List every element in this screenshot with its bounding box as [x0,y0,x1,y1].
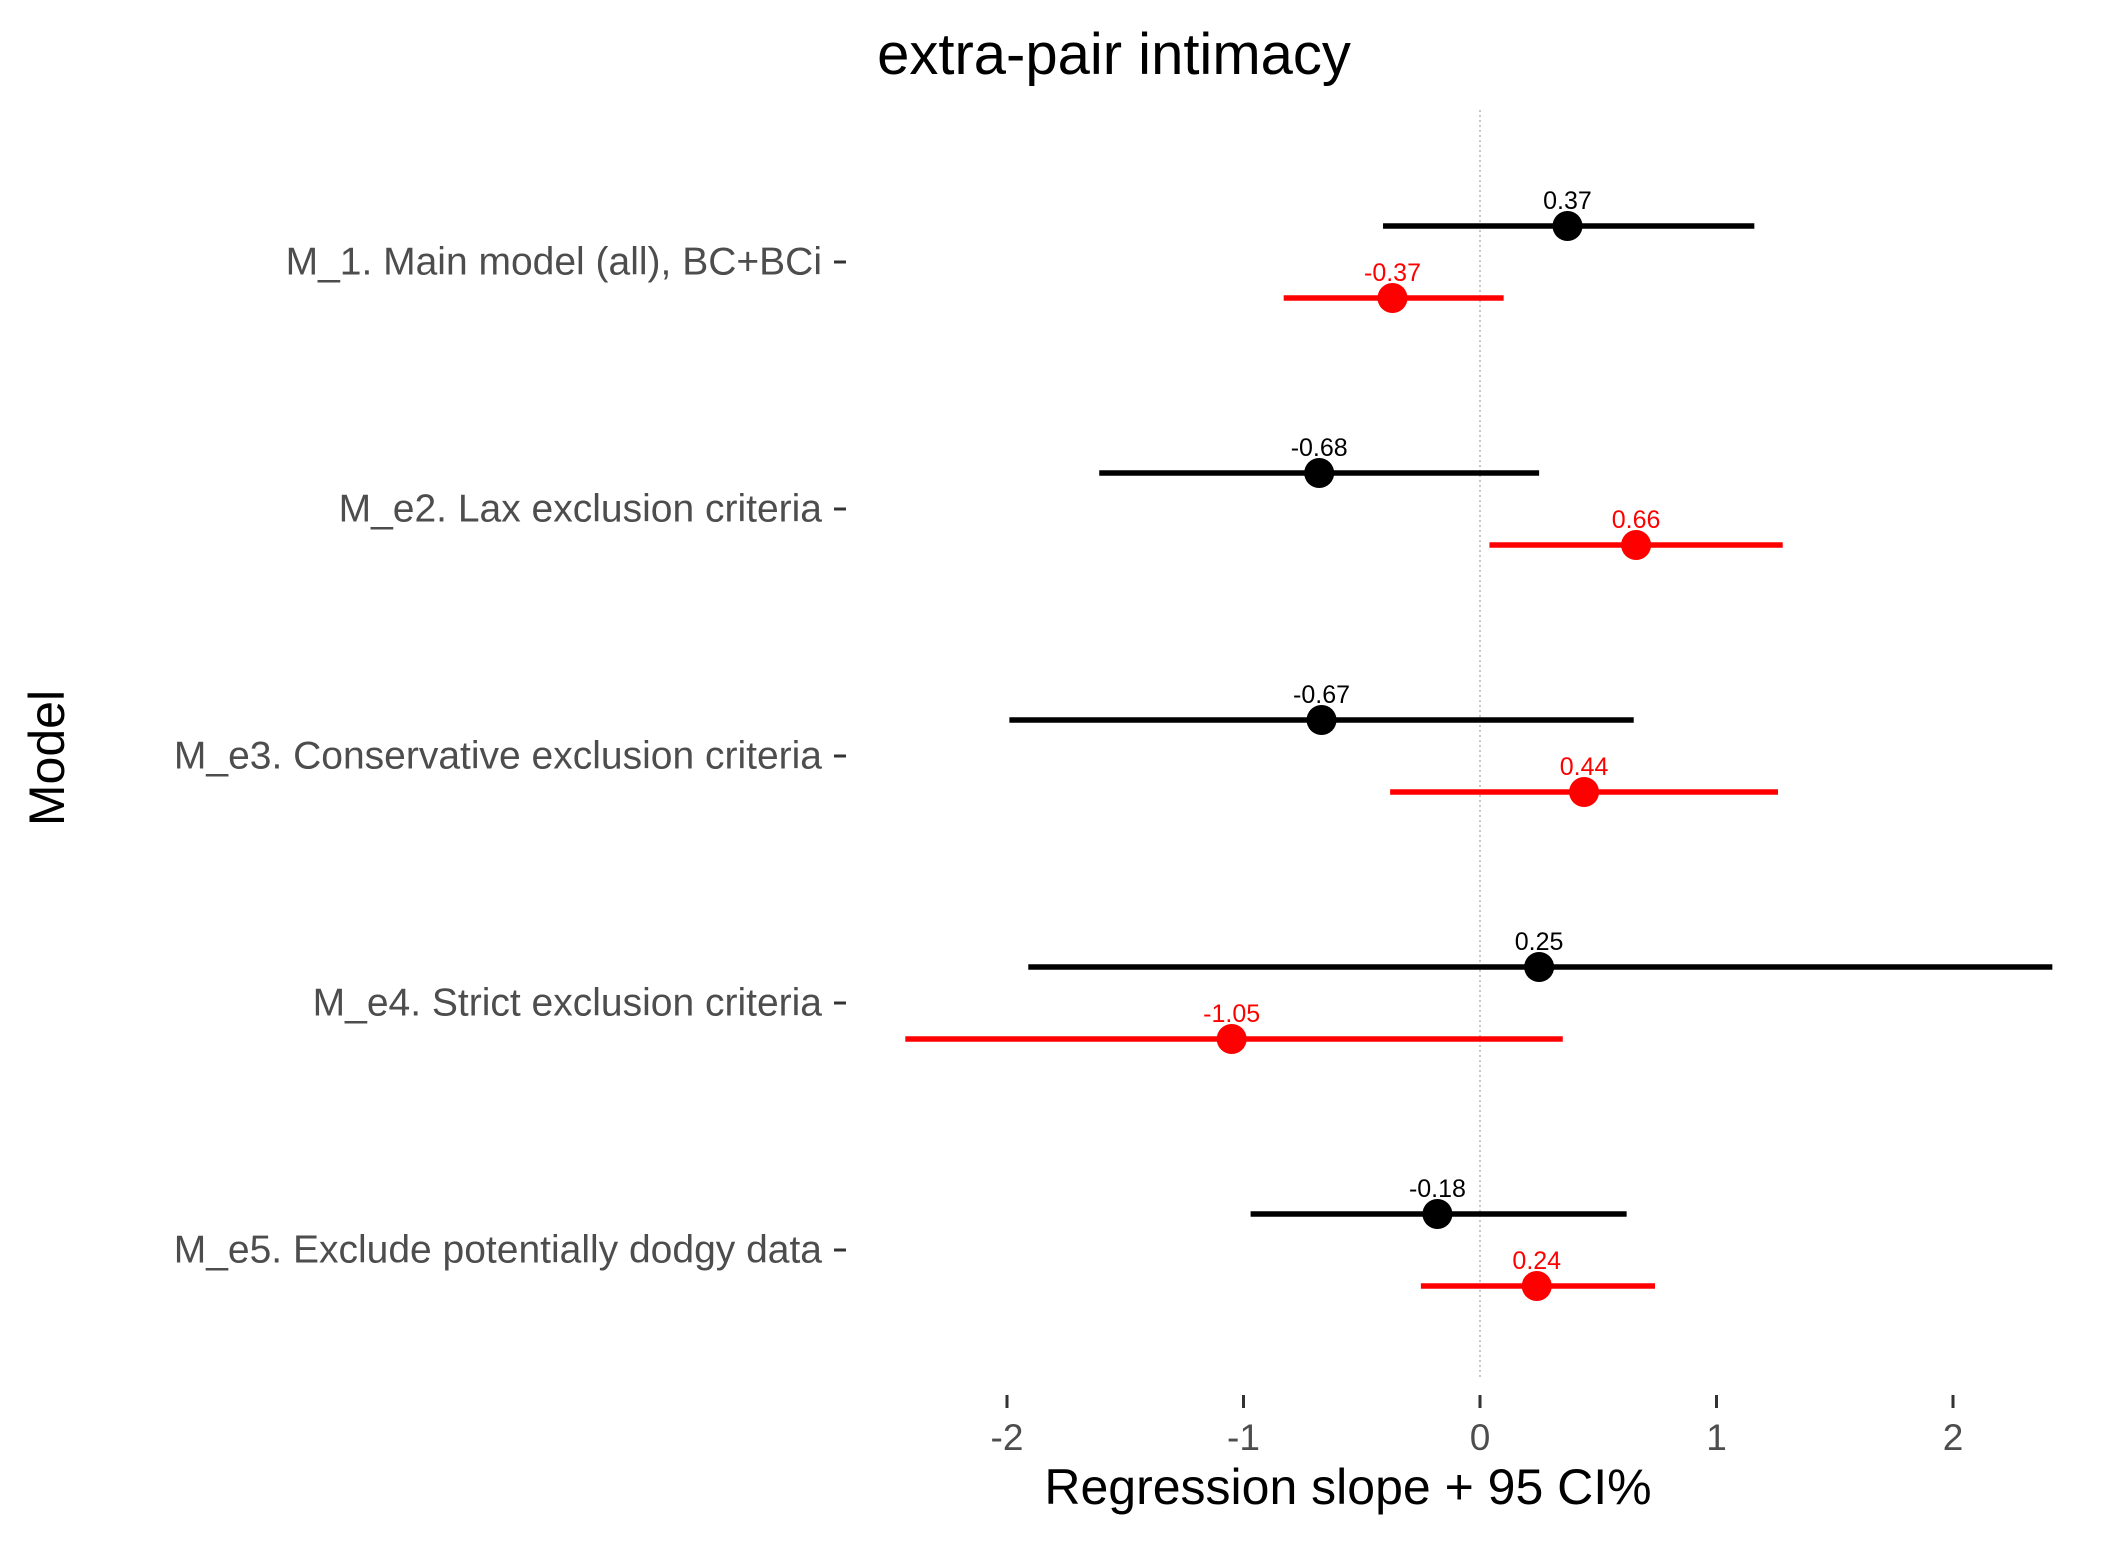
point-label: -0.68 [1291,434,1348,462]
y-tick-label: M_e5. Exclude potentially dodgy data [174,1229,823,1272]
point-label: -1.05 [1203,1000,1260,1028]
y-tick-label: M_e4. Strict exclusion criteria [313,982,823,1025]
y-tick-label: M_1. Main model (all), BC+BCi [286,241,822,284]
estimate-point [1306,705,1337,735]
estimate-point [1304,458,1335,488]
x-tick-label: -1 [1227,1417,1260,1458]
point-label: -0.18 [1409,1175,1466,1203]
x-axis-title: Regression slope + 95 CI% [1044,1459,1651,1515]
y-axis-title: Model [19,690,75,826]
plot-layer: M_1. Main model (all), BC+BCi M_e2. Lax e… [174,110,2053,1458]
estimate-point [1216,1024,1247,1054]
x-tick-label: -2 [991,1417,1024,1458]
point-label: 0.37 [1543,187,1592,215]
point-label: 0.66 [1612,506,1661,534]
x-tick-label: 2 [1943,1417,1964,1458]
estimate-point [1569,777,1600,807]
estimate-point [1521,1271,1552,1301]
estimate-point [1377,283,1408,313]
y-tick-label: M_e3. Conservative exclusion criteria [174,735,822,778]
point-label: -0.67 [1293,681,1350,709]
estimate-point [1422,1199,1453,1229]
x-tick-label: 1 [1706,1417,1727,1458]
y-tick-label: M_e2. Lax exclusion criteria [339,488,823,531]
chart-title: extra-pair intimacy [877,22,1351,87]
x-tick-label: 0 [1470,1417,1491,1458]
point-label: 0.25 [1515,928,1564,956]
estimate-point [1524,952,1555,982]
point-label: -0.37 [1364,259,1421,287]
point-label: 0.44 [1560,753,1609,781]
estimate-point [1552,211,1583,241]
estimate-point [1621,530,1652,560]
point-label: 0.24 [1512,1247,1561,1275]
